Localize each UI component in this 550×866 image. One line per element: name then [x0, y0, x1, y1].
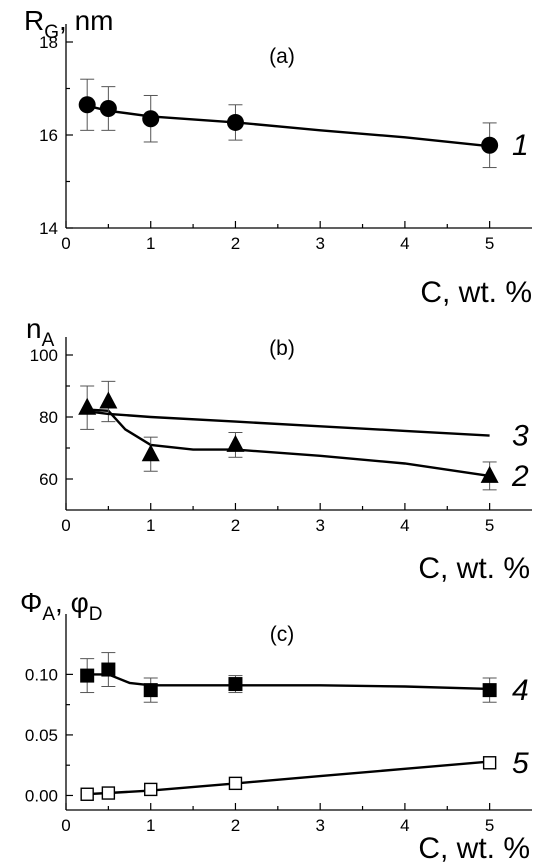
y-tick-label: 100 — [30, 346, 58, 365]
x-tick-label: 3 — [315, 816, 324, 835]
x-axis-label: C, wt. % — [418, 552, 530, 585]
y-axis-label: ΦA, φD — [20, 587, 102, 625]
x-tick-label: 2 — [231, 234, 240, 253]
x-tick-label: 3 — [315, 516, 324, 535]
x-axis-label: C, wt. % — [420, 276, 532, 309]
data-point — [228, 776, 243, 791]
data-point — [101, 662, 116, 677]
x-tick-label: 0 — [61, 516, 70, 535]
data-point — [101, 786, 116, 800]
data-point — [99, 99, 117, 117]
panel-label: (a) — [269, 45, 295, 68]
x-tick-label: 3 — [315, 234, 324, 253]
y-tick-label: 16 — [39, 126, 58, 145]
data-point — [481, 136, 499, 154]
x-tick-label: 1 — [146, 816, 155, 835]
x-axis-label: C, wt. % — [418, 832, 530, 865]
y-tick-label: 14 — [39, 219, 58, 238]
data-point — [482, 756, 497, 770]
x-tick-label: 4 — [400, 816, 409, 835]
curve-label: 5 — [512, 747, 529, 780]
y-axis-label: nA — [26, 313, 55, 351]
x-tick-label: 2 — [231, 516, 240, 535]
series-5: 5 — [80, 747, 529, 801]
series-line — [82, 409, 490, 437]
x-tick-label: 1 — [146, 234, 155, 253]
y-axis-label: RG, nm — [24, 5, 113, 43]
x-tick-label: 4 — [400, 516, 409, 535]
data-point — [226, 434, 245, 452]
data-point — [482, 683, 497, 698]
x-tick-label: 2 — [231, 816, 240, 835]
y-tick-label: 0.00 — [25, 786, 58, 805]
data-point — [144, 782, 158, 797]
curve-label: 2 — [511, 460, 529, 493]
series-3: 3 — [82, 409, 529, 453]
data-point — [99, 391, 118, 409]
x-tick-label: 4 — [400, 234, 409, 253]
data-point — [480, 465, 499, 483]
data-point — [80, 668, 95, 683]
series-line — [82, 103, 490, 148]
data-point — [141, 444, 160, 462]
x-tick-label: 1 — [146, 516, 155, 535]
x-tick-label: 0 — [61, 816, 70, 835]
panel-label: (b) — [269, 337, 295, 360]
data-point — [78, 397, 97, 415]
series-line — [82, 408, 490, 478]
x-tick-label: 0 — [61, 234, 70, 253]
curve-label: 1 — [512, 129, 529, 162]
panel-label: (c) — [270, 623, 295, 646]
x-tick-label: 5 — [485, 516, 494, 535]
data-point — [80, 787, 94, 801]
data-point — [228, 677, 243, 692]
curve-label: 4 — [512, 674, 529, 707]
series-2: 2 — [78, 380, 529, 493]
data-point — [142, 110, 160, 128]
data-point — [143, 683, 158, 698]
series-4: 4 — [80, 652, 529, 707]
series-line — [82, 760, 490, 796]
y-tick-label: 18 — [39, 33, 58, 52]
y-tick-label: 0.10 — [25, 665, 58, 684]
y-tick-label: 0.05 — [25, 726, 58, 745]
series-1: 1 — [78, 78, 529, 169]
x-tick-label: 5 — [485, 816, 494, 835]
x-tick-label: 5 — [485, 234, 494, 253]
y-tick-label: 60 — [39, 470, 58, 489]
data-point — [78, 96, 96, 114]
panel-c: 0 1 2 3 4 5 0.00 0.05 0.10 ΦA, φD (c) C, wt. % 4 5 — [20, 587, 532, 865]
data-point — [226, 113, 244, 131]
curve-label: 3 — [512, 420, 529, 453]
y-tick-label: 80 — [39, 408, 58, 427]
